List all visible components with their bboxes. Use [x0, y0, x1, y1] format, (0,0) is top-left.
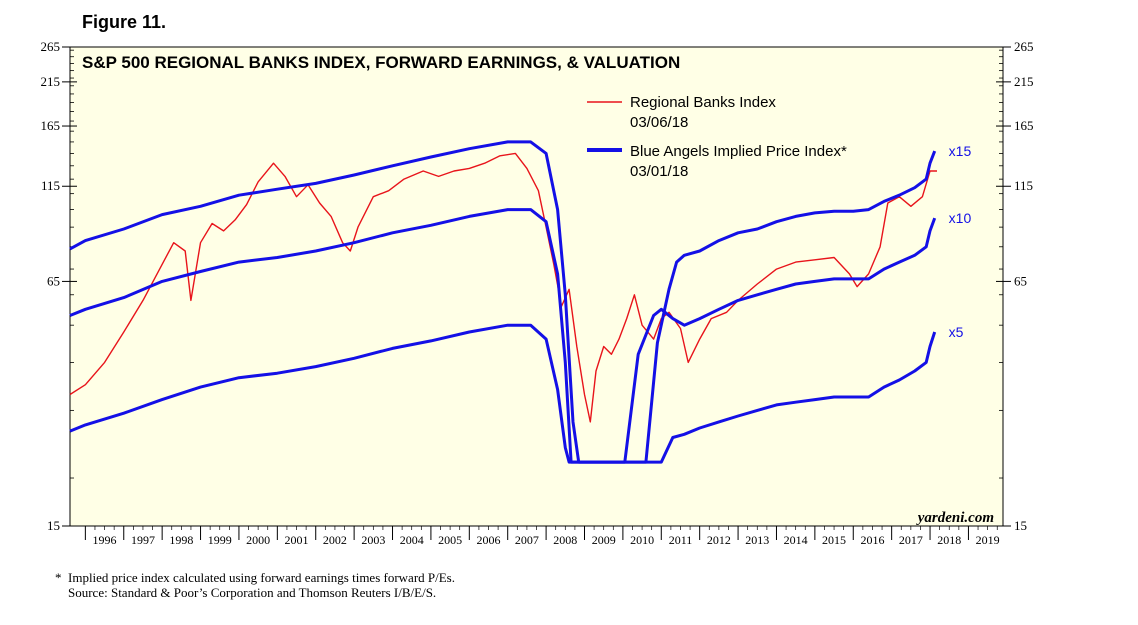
x-tick-label: 2009	[592, 533, 616, 547]
x-tick-label: 2006	[477, 533, 501, 547]
x-tick-label: 2007	[515, 533, 539, 547]
x-tick-label: 2010	[630, 533, 654, 547]
figure-label: Figure 11.	[82, 12, 167, 32]
series-end-label: x15	[949, 143, 972, 159]
x-tick-label: 2003	[361, 533, 385, 547]
y-tick-label-left: 165	[41, 118, 61, 133]
x-tick-label: 2001	[285, 533, 309, 547]
x-tick-label: 2008	[553, 533, 577, 547]
y-tick-label-left: 15	[47, 518, 60, 533]
x-tick-label: 1999	[208, 533, 232, 547]
y-tick-label-right: 265	[1014, 39, 1034, 54]
x-tick-label: 2019	[976, 533, 1000, 547]
series-line-x15	[69, 140, 937, 464]
legend: Regional Banks Index 03/06/18 Blue Angel…	[587, 94, 847, 180]
series-end-label: x10	[949, 210, 972, 226]
y-axis-right: 15 65 115 165 215 265	[996, 39, 1034, 533]
y-tick-label-left: 65	[47, 273, 60, 288]
x-tick-label: 1996	[93, 533, 117, 547]
series-line-x5	[69, 323, 937, 464]
plot-background	[69, 46, 1004, 527]
x-tick-label: 2011	[669, 533, 693, 547]
x-axis: 1996 1997 1998 1999 2000 2001 2002 2003 2004 2005…	[84, 526, 1000, 547]
x-tick-label: 2002	[323, 533, 347, 547]
series-layer: x15 x10 x5	[69, 140, 972, 464]
x-tick-label: 2017	[899, 533, 923, 547]
x-tick-label: 2000	[246, 533, 270, 547]
footnote-source: Source: Standard & Poor’s Corporation an…	[55, 585, 437, 600]
series-line-x10	[69, 208, 937, 464]
x-tick-label: 1997	[131, 533, 155, 547]
x-tick-label: 2013	[745, 533, 769, 547]
series-end-label: x5	[949, 324, 964, 340]
x-tick-label: 2004	[400, 533, 424, 547]
y-tick-label-right: 165	[1014, 118, 1034, 133]
x-tick-label: 2005	[438, 533, 462, 547]
chart-title: S&P 500 REGIONAL BANKS INDEX, FORWARD EA…	[82, 53, 680, 72]
x-tick-label: 2014	[784, 533, 808, 547]
legend-label-implied: Blue Angels Implied Price Index*	[630, 143, 847, 160]
legend-label-index: Regional Banks Index	[630, 94, 776, 111]
y-tick-label-right: 115	[1014, 178, 1033, 193]
y-tick-label-left: 115	[41, 178, 60, 193]
x-tick-label: 2015	[822, 533, 846, 547]
x-tick-label: 2012	[707, 533, 731, 547]
y-tick-label-right: 65	[1014, 273, 1027, 288]
footnote-asterisk: * Implied price index calculated using f…	[55, 570, 455, 585]
y-axis-left: 15 65 115 165 215 265	[41, 39, 77, 533]
x-tick-label: 2018	[937, 533, 961, 547]
y-tick-label-right: 15	[1014, 518, 1027, 533]
y-tick-label-left: 265	[41, 39, 61, 54]
y-tick-label-right: 215	[1014, 74, 1034, 89]
x-tick-label: 2016	[860, 533, 884, 547]
legend-date-implied: 03/01/18	[630, 163, 688, 180]
y-tick-label-left: 215	[41, 74, 61, 89]
watermark: yardeni.com	[916, 510, 994, 526]
x-tick-label: 1998	[169, 533, 193, 547]
legend-date-index: 03/06/18	[630, 114, 688, 131]
